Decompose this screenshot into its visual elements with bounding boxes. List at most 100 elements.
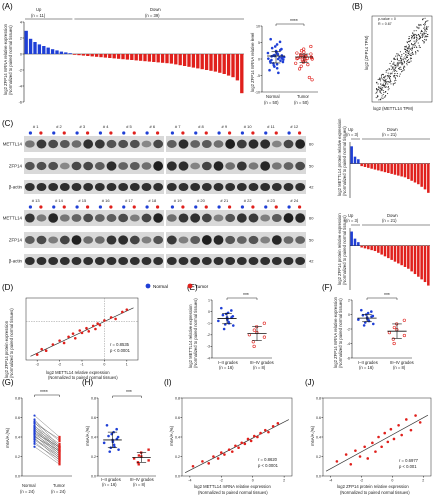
- b-point: [380, 89, 382, 91]
- blot-band: [59, 256, 70, 266]
- wf-bar-c1: [417, 163, 420, 185]
- c1-down: Down: [387, 127, 398, 132]
- blot-band: [295, 256, 306, 266]
- wf-bar-c2: [390, 245, 393, 260]
- dp-point-a2: [269, 61, 272, 64]
- b-point: [413, 34, 416, 36]
- b-point: [393, 80, 396, 82]
- dp-point-h: [113, 445, 116, 449]
- b-point: [402, 67, 405, 69]
- blot-lane-label: # 17: [125, 198, 134, 203]
- b-point: [418, 27, 420, 29]
- b-point: [405, 58, 407, 60]
- corr-point-j: [374, 450, 377, 453]
- dp-point-h: [107, 434, 110, 438]
- b-fit-line: [374, 25, 430, 95]
- corr-point-d: [121, 310, 124, 314]
- b-point: [407, 53, 410, 55]
- blot-lane-label: # 12: [290, 124, 299, 129]
- corr-point-d: [98, 323, 102, 327]
- b-point: [385, 83, 387, 85]
- corr-ytick-label-i: 0.8: [175, 396, 180, 400]
- corr-point-d: [71, 332, 75, 335]
- b-point: [394, 70, 396, 72]
- b-point: [422, 40, 424, 42]
- blot-band: [106, 161, 117, 171]
- b-point: [393, 66, 395, 68]
- b-point: [416, 26, 418, 28]
- corr-ytick-label-j: 0.8: [316, 396, 321, 400]
- g-ytick-label: 0.4: [15, 435, 20, 439]
- blot-tumor-dot: [181, 205, 185, 209]
- blot-band: [178, 256, 189, 266]
- dp-ytick-label-e: 1: [208, 298, 210, 302]
- dp-ytick-label-a2: 10: [256, 24, 260, 28]
- b-point: [405, 46, 407, 48]
- blot-band: [201, 182, 212, 192]
- corr-point-i: [259, 431, 262, 435]
- b-xlabel: log2 (METTL14 TPM): [373, 106, 414, 111]
- blot-band: [83, 213, 94, 223]
- b-point: [398, 67, 400, 69]
- dp-point-e: [219, 306, 223, 310]
- b-point: [401, 55, 403, 57]
- h-g1-n: (n = 16): [102, 482, 117, 487]
- b-point: [398, 68, 401, 70]
- b-point: [378, 86, 380, 88]
- b-point: [401, 62, 403, 64]
- corr-point-j: [377, 435, 380, 439]
- g-ytick-label: 0.6: [15, 416, 20, 420]
- g-tumor-point: [58, 437, 61, 441]
- b-point: [397, 75, 399, 77]
- blot-lane-label: # 22: [244, 198, 253, 203]
- blot-band: [236, 213, 247, 223]
- blot-lane-label: # 3: [80, 124, 86, 129]
- corr-point-d: [44, 349, 48, 353]
- blot-band: [141, 182, 152, 192]
- b-point: [410, 57, 413, 59]
- d-xlabel: log2 METTL14 relative expression: [46, 370, 110, 375]
- wf-bar-a: [121, 54, 125, 60]
- wf-bar-c2: [373, 245, 377, 252]
- corr-point-i: [271, 424, 275, 428]
- blot-band: [260, 256, 271, 266]
- corr-point-i: [216, 457, 220, 460]
- b-point: [423, 23, 425, 26]
- blot-band: [166, 140, 177, 148]
- wf-bar-a: [46, 47, 50, 54]
- b-point: [395, 55, 397, 57]
- f-g1: I–II grades: [358, 360, 378, 365]
- blot-band: [94, 214, 105, 222]
- dp-point-h: [111, 440, 115, 444]
- wf-bar-c2: [393, 245, 397, 262]
- dp-point-e: [262, 335, 266, 339]
- dp-point-a2: [299, 49, 304, 53]
- b-point: [408, 47, 410, 49]
- b-point: [411, 52, 413, 54]
- b-point: [413, 38, 415, 40]
- blot-tumor-dot: [274, 205, 278, 209]
- corr-point-j: [371, 441, 374, 445]
- wf-bar-a: [174, 54, 178, 65]
- b-point: [427, 35, 429, 38]
- b-point: [388, 88, 390, 90]
- b-point: [406, 62, 408, 64]
- wf-bar-c2: [370, 245, 373, 251]
- blot-band: [141, 236, 152, 244]
- g-pair-line: [34, 441, 60, 463]
- blot-normal-dot: [240, 131, 245, 135]
- dp-point-e: [217, 319, 220, 323]
- b-point: [387, 92, 389, 95]
- dp-ytick-label-f: -2: [347, 327, 350, 331]
- wf-bar-a: [235, 54, 240, 81]
- a2-g2-count: (n = 50): [294, 100, 309, 105]
- blot-band: [248, 162, 259, 170]
- b-point: [381, 78, 383, 80]
- b-point: [379, 89, 381, 91]
- corr-xtick-label-i: -2: [220, 479, 223, 483]
- f-g2-n: (n = 8): [393, 365, 406, 370]
- dp-sig-bracket-a2: [275, 23, 305, 26]
- blot-band: [248, 139, 259, 149]
- b-point: [379, 80, 382, 82]
- blot-row-label: β-actin: [9, 185, 23, 190]
